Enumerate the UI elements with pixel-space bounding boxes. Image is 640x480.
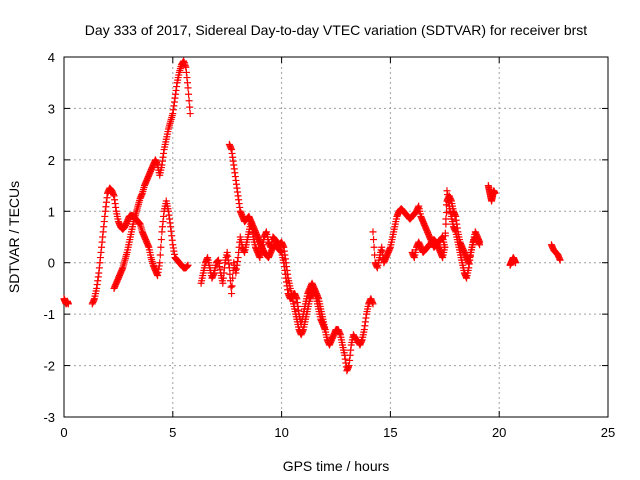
data-point (442, 220, 450, 228)
data-point (321, 326, 329, 334)
axis-ticks: 0 5 10 15 20 25 -3 -2 -1 0 1 2 3 4 (43, 50, 615, 440)
y-axis-label: SDTVAR / TECUs (6, 181, 22, 293)
y-tick-label: 4 (48, 50, 55, 65)
data-point (512, 259, 520, 267)
chart-title: Day 333 of 2017, Sidereal Day-to-day VTE… (85, 22, 587, 38)
data-points (60, 57, 564, 375)
data-point (157, 236, 165, 244)
data-point (157, 243, 165, 251)
data-point (491, 189, 499, 197)
grid (64, 57, 608, 417)
x-tick-label: 10 (274, 425, 288, 440)
y-tick-label: 1 (48, 204, 55, 219)
data-point (156, 259, 164, 267)
data-point (226, 270, 234, 278)
data-point (185, 97, 193, 105)
data-point (156, 251, 164, 259)
data-point (184, 84, 192, 92)
y-tick-label: -3 (43, 410, 55, 425)
x-tick-label: 20 (492, 425, 506, 440)
data-point (184, 261, 192, 269)
series-seg-e (225, 140, 329, 334)
data-point (369, 228, 377, 236)
x-tick-label: 15 (383, 425, 397, 440)
series-seg-g (408, 192, 484, 267)
x-tick-label: 0 (60, 425, 67, 440)
series-seg-a (60, 295, 72, 308)
x-tick-label: 5 (169, 425, 176, 440)
y-tick-label: 3 (48, 101, 55, 116)
data-point (228, 282, 236, 290)
x-tick-label: 25 (601, 425, 615, 440)
y-tick-label: -2 (43, 359, 55, 374)
data-point (228, 290, 236, 298)
series-seg-j (547, 241, 564, 264)
y-tick-label: 2 (48, 153, 55, 168)
data-point (441, 243, 449, 251)
series-seg-f (369, 187, 484, 282)
data-point (442, 209, 450, 217)
data-point (370, 236, 378, 244)
data-point (370, 243, 378, 251)
series-seg-b (88, 184, 192, 308)
data-point (186, 110, 194, 118)
series-seg-h (484, 182, 499, 205)
data-point (64, 300, 72, 308)
y-tick-label: -1 (43, 307, 55, 322)
data-point (185, 90, 193, 98)
plot-area-border (63, 56, 609, 418)
data-point (476, 238, 484, 246)
data-point (556, 256, 564, 264)
data-point (186, 103, 194, 111)
data-point (227, 283, 235, 291)
series-seg-i (506, 254, 520, 269)
y-tick-label: 0 (48, 256, 55, 271)
data-point (441, 232, 449, 240)
series-seg-c (110, 57, 194, 292)
data-point (369, 300, 377, 308)
x-axis-label: GPS time / hours (283, 458, 390, 474)
data-point (229, 274, 237, 282)
